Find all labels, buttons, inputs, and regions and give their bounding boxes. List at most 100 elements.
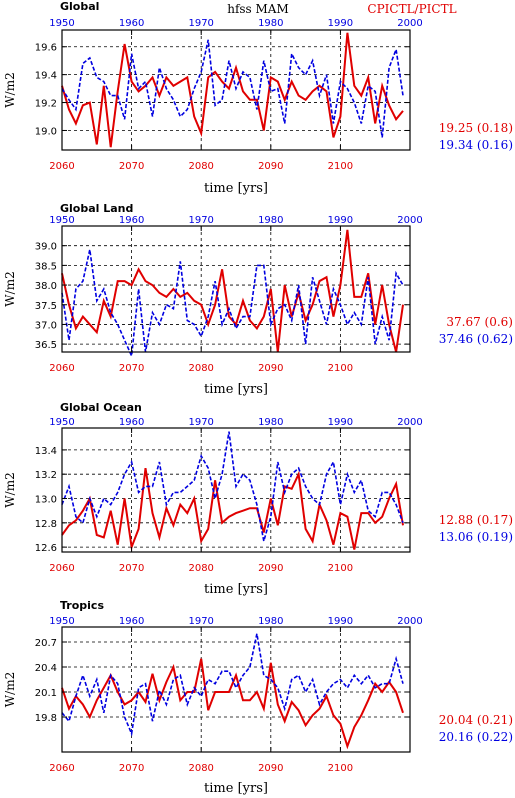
panel-global: Global 19.0 19.2 19.4 19.6 2060 2070 2080 2090 21… [3, 0, 513, 196]
x-top-tick-label: 1980 [258, 215, 283, 226]
x-axis-label: time [yrs] [204, 582, 268, 597]
x-top-tick-label: 1960 [119, 417, 144, 428]
x-bottom-tick-label: 2100 [328, 161, 353, 172]
panel-title: Tropics [60, 599, 104, 612]
series-pictl-line [61, 39, 404, 138]
x-bottom-tick-label: 2090 [258, 763, 283, 774]
x-bottom-tick-label: 2070 [119, 161, 144, 172]
panel-title: Global Ocean [60, 401, 142, 414]
series-pictl-line [61, 249, 404, 359]
x-bottom-tick-label: 2100 [328, 363, 353, 374]
x-bottom-tick-label: 2070 [119, 763, 144, 774]
x-top-tick-label: 1990 [328, 616, 353, 627]
y-tick-label: 13.2 [35, 470, 57, 481]
stat-pictl: 13.06 (0.19) [439, 530, 513, 544]
plot-frame [61, 626, 411, 753]
y-axis-label: W/m2 [3, 472, 17, 507]
stat-cpictl: 12.88 (0.17) [439, 513, 513, 527]
x-bottom-tick-label: 2090 [258, 161, 283, 172]
x-top-tick-label: 1970 [188, 215, 213, 226]
y-tick-label: 38.0 [35, 281, 57, 292]
panel-global-ocean: Global Ocean 12.6 12.8 13.0 13.2 13.4 2060 2070… [3, 401, 513, 597]
x-axis-label: time [yrs] [204, 181, 268, 196]
x-top-tick-label: 2000 [397, 18, 422, 29]
panel-tropics: Tropics 19.8 20.1 20.4 20.7 2060 2070 2080 2090 2… [3, 599, 513, 796]
x-bottom-tick-label: 2090 [258, 363, 283, 374]
plot-frame [61, 225, 411, 353]
series-pictl-line [61, 633, 404, 737]
y-tick-label: 12.6 [35, 543, 57, 554]
x-top-tick-label: 2000 [397, 417, 422, 428]
x-bottom-tick-label: 2080 [188, 563, 213, 574]
stat-cpictl: 20.04 (0.21) [439, 713, 513, 727]
y-tick-label: 36.5 [35, 340, 57, 351]
x-bottom-tick-label: 2080 [188, 363, 213, 374]
x-top-tick-label: 1990 [328, 417, 353, 428]
stat-cpictl: 37.67 (0.6) [446, 315, 513, 329]
y-tick-label: 19.6 [35, 43, 57, 54]
x-top-tick-label: 1990 [328, 215, 353, 226]
x-top-tick-label: 1970 [188, 616, 213, 627]
x-top-tick-label: 1980 [258, 616, 283, 627]
x-top-tick-label: 1960 [119, 616, 144, 627]
x-top-tick-label: 2000 [397, 616, 422, 627]
variable-title: hfss MAM [227, 2, 289, 16]
x-top-tick-label: 1970 [188, 417, 213, 428]
y-axis-label: W/m2 [3, 271, 17, 306]
x-top-tick-label: 2000 [397, 215, 422, 226]
y-axis-label: W/m2 [3, 72, 17, 107]
x-top-tick-label: 1980 [258, 18, 283, 29]
plot-frame [61, 427, 411, 553]
panel-global-land: Global Land 36.5 37.0 37.5 38.0 38.5 39.0 2060 2… [3, 202, 513, 397]
x-axis-label: time [yrs] [204, 781, 268, 796]
stat-pictl: 20.16 (0.22) [439, 730, 513, 744]
stat-pictl: 19.34 (0.16) [439, 138, 513, 152]
y-tick-label: 19.2 [35, 99, 57, 110]
y-tick-label: 37.5 [35, 301, 57, 312]
x-top-tick-label: 1960 [119, 18, 144, 29]
y-axis-label: W/m2 [3, 672, 17, 707]
x-bottom-tick-label: 2070 [119, 363, 144, 374]
y-tick-label: 12.8 [35, 519, 57, 530]
y-tick-label: 20.4 [35, 663, 57, 674]
x-bottom-tick-label: 2060 [49, 363, 74, 374]
plot-frame [61, 29, 411, 151]
panel-title: Global Land [60, 202, 133, 215]
stat-cpictl: 19.25 (0.18) [439, 121, 513, 135]
x-top-tick-label: 1990 [328, 18, 353, 29]
series-cpictl-line [61, 229, 404, 353]
x-top-tick-label: 1950 [49, 616, 74, 627]
series-cpictl-line [61, 32, 404, 148]
x-bottom-tick-label: 2080 [188, 161, 213, 172]
y-tick-label: 13.0 [35, 495, 57, 506]
x-top-tick-label: 1950 [49, 417, 74, 428]
y-tick-label: 13.4 [35, 446, 57, 457]
experiments-title: CPICTL/PICTL [367, 2, 456, 16]
x-axis-label: time [yrs] [204, 382, 268, 397]
y-tick-label: 38.5 [35, 261, 57, 272]
y-tick-label: 20.1 [35, 688, 57, 699]
x-bottom-tick-label: 2090 [258, 563, 283, 574]
x-top-tick-label: 1950 [49, 18, 74, 29]
y-tick-label: 37.0 [35, 320, 57, 331]
x-bottom-tick-label: 2100 [328, 763, 353, 774]
series-pictl-line [61, 431, 404, 542]
x-top-tick-label: 1950 [49, 215, 74, 226]
series-cpictl-line [61, 467, 404, 552]
y-tick-label: 19.0 [35, 126, 57, 137]
y-tick-label: 19.4 [35, 71, 57, 82]
x-top-tick-label: 1970 [188, 18, 213, 29]
panel-title: Global [60, 0, 99, 13]
y-tick-label: 20.7 [35, 638, 57, 649]
series-cpictl-line [61, 658, 404, 750]
x-bottom-tick-label: 2100 [328, 563, 353, 574]
x-bottom-tick-label: 2080 [188, 763, 213, 774]
x-bottom-tick-label: 2060 [49, 563, 74, 574]
x-bottom-tick-label: 2060 [49, 763, 74, 774]
x-top-tick-label: 1980 [258, 417, 283, 428]
y-tick-label: 19.8 [35, 713, 57, 724]
stat-pictl: 37.46 (0.62) [439, 332, 513, 346]
x-bottom-tick-label: 2060 [49, 161, 74, 172]
y-tick-label: 39.0 [35, 242, 57, 253]
